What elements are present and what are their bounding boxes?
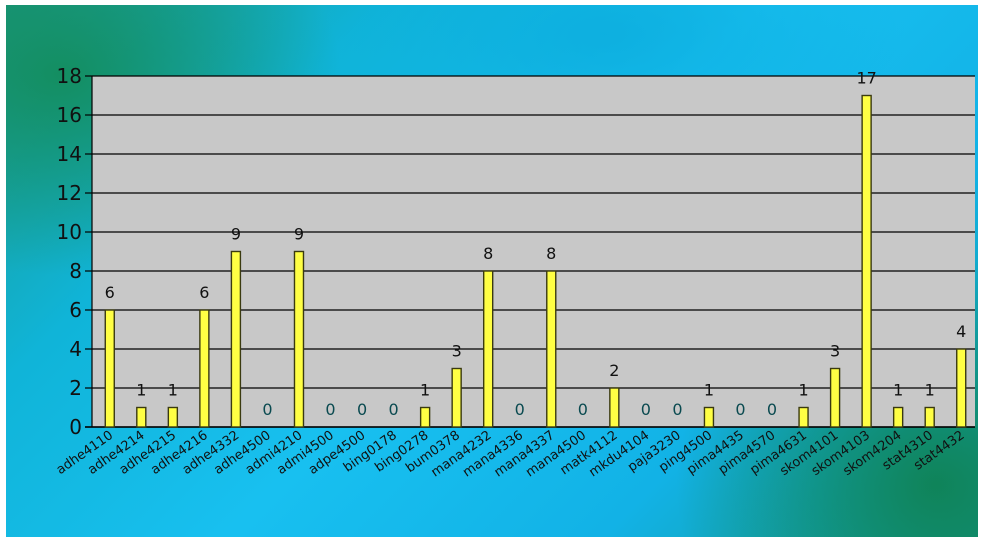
data-label: 8 (546, 244, 556, 263)
bar (956, 348, 967, 428)
bar (167, 406, 179, 428)
data-label: 3 (452, 342, 462, 361)
y-tick-label: 14 (57, 142, 82, 166)
data-label: 0 (641, 400, 651, 419)
x-axis-labels: adhe4110adhe4214adhe4215adhe4216adhe4332… (54, 428, 968, 480)
data-label: 0 (578, 400, 588, 419)
bar (703, 406, 715, 428)
bar (230, 250, 242, 428)
data-label: 0 (672, 400, 682, 419)
data-label: 1 (893, 381, 903, 400)
data-label: 1 (704, 381, 714, 400)
bars (104, 94, 967, 428)
y-tick-label: 12 (57, 181, 82, 205)
y-tick-label: 2 (69, 376, 82, 400)
bar (546, 270, 557, 428)
y-tick-label: 8 (69, 259, 82, 283)
data-label: 6 (199, 283, 209, 302)
plot-area (92, 76, 975, 427)
data-label: 1 (925, 381, 935, 400)
y-tick-label: 0 (69, 415, 82, 439)
bar (892, 406, 904, 428)
bar (451, 367, 462, 428)
data-label: 0 (262, 400, 272, 419)
y-tick-label: 10 (57, 220, 82, 244)
data-label: 0 (735, 400, 745, 419)
data-label: 0 (388, 400, 398, 419)
data-label: 3 (830, 342, 840, 361)
data-label: 1 (420, 381, 430, 400)
bar (293, 250, 305, 428)
y-tick-label: 16 (57, 103, 82, 127)
data-label: 4 (956, 322, 966, 341)
bar (199, 309, 210, 428)
y-tick-label: 6 (69, 298, 82, 322)
data-labels: 6 1 1 6 9 0 9 0 0 0 1 3 8 0 8 0 2 0 0 1 0 0 1 3 17 1 1 4 (105, 69, 967, 420)
bar (829, 367, 841, 428)
bar (482, 270, 494, 428)
data-label: 8 (483, 244, 493, 263)
bar (104, 309, 115, 428)
data-label: 1 (798, 381, 808, 400)
y-tick-label: 4 (69, 337, 82, 361)
data-label: 9 (294, 225, 304, 244)
bar (609, 387, 620, 428)
data-label: 6 (105, 283, 115, 302)
data-label: 1 (136, 381, 146, 400)
bar (798, 406, 809, 428)
data-label: 0 (515, 400, 525, 419)
y-tick-label: 18 (57, 64, 82, 88)
data-label: 0 (357, 400, 367, 419)
data-label: 2 (609, 361, 619, 380)
data-label: 0 (767, 400, 777, 419)
data-label: 17 (856, 69, 876, 88)
bar (136, 406, 147, 428)
bar (419, 406, 431, 428)
bar (861, 94, 872, 428)
bar (924, 406, 935, 428)
data-label: 1 (168, 381, 178, 400)
data-label: 9 (231, 225, 241, 244)
data-label: 0 (325, 400, 335, 419)
